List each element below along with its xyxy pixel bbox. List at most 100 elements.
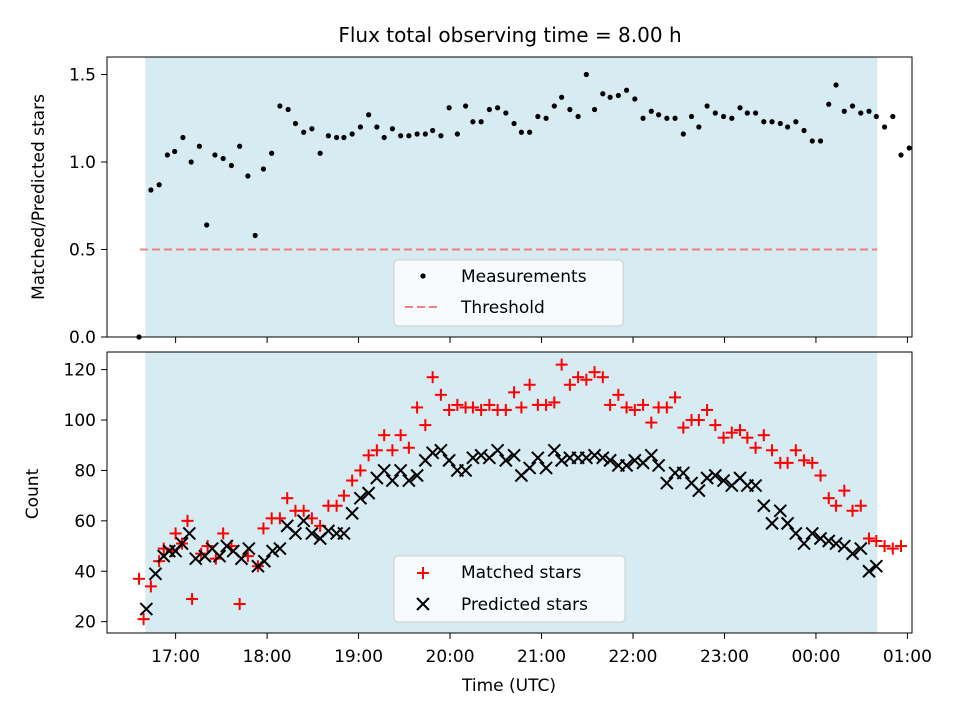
matched-star-point <box>523 378 536 391</box>
measurement-point <box>503 110 509 116</box>
x-tick-label: 00:00 <box>791 647 840 667</box>
measurement-point <box>478 119 484 125</box>
measurement-point <box>381 134 387 141</box>
measurement-point <box>454 131 460 137</box>
matched-star-point <box>789 444 802 457</box>
predicted-star-point <box>242 541 256 556</box>
measurement-point <box>292 120 299 127</box>
matched-star-point <box>830 499 843 512</box>
matched-star-point <box>555 358 568 371</box>
measurement-point <box>696 124 702 130</box>
matched-star-point <box>863 532 876 545</box>
matched-star-point <box>580 373 593 386</box>
predicted-star-point <box>353 491 368 505</box>
matched-star-point <box>362 449 375 462</box>
matched-star-point <box>451 398 464 411</box>
predicted-star-point <box>789 526 803 541</box>
ratio-legend-box <box>393 259 624 327</box>
measurement-point <box>172 148 178 155</box>
matched-star-point <box>515 401 528 414</box>
predicted-star-point <box>539 461 553 475</box>
measurement-point <box>180 134 186 141</box>
measurement-point <box>680 131 686 137</box>
predicted-star-point <box>321 524 336 538</box>
matched-star-point <box>628 403 641 416</box>
measurement-point <box>752 110 759 116</box>
y-tick-label: 0.0 <box>69 328 96 348</box>
predicted-star-point <box>522 461 537 475</box>
x-tick-label: 23:00 <box>700 647 749 667</box>
measurement-point <box>656 112 662 118</box>
matched-star-point <box>709 419 722 432</box>
matched-star-point <box>466 401 479 414</box>
measurement-point <box>809 138 815 144</box>
x-tick-label: 19:00 <box>334 647 383 667</box>
measurement-point <box>567 106 573 113</box>
measurement-point <box>648 108 654 114</box>
measurement-points <box>136 71 912 340</box>
matched-star-point <box>637 398 650 411</box>
counts-x-label: Time (UTC) <box>461 676 556 696</box>
matched-star-point <box>411 401 424 414</box>
matched-star-point <box>660 401 673 414</box>
measurement-point <box>164 152 170 158</box>
measurement-point <box>841 108 847 114</box>
predicted-star-point <box>692 483 706 498</box>
predicted-star-point <box>296 514 311 528</box>
measurement-point <box>430 127 436 134</box>
matched-star-point <box>563 378 576 391</box>
counts-axes-frame <box>106 351 913 634</box>
predicted-star-point <box>628 453 642 468</box>
predicted-star-point <box>182 526 197 541</box>
legend-measurements-marker <box>420 273 426 279</box>
matched-star-point <box>895 540 908 553</box>
matched-star-point <box>806 456 819 469</box>
predicted-star-point <box>547 443 562 457</box>
matched-star-point <box>846 504 859 517</box>
y-tick-label: 0.5 <box>69 241 96 261</box>
matched-star-point <box>483 398 496 411</box>
predicted-star-point <box>773 504 787 518</box>
x-tick-label: 22:00 <box>608 647 657 667</box>
measurement-point <box>849 103 856 109</box>
measurement-point <box>309 126 315 132</box>
measurement-point <box>559 94 565 100</box>
matched-star-point <box>133 572 146 585</box>
matched-star-point <box>386 444 399 457</box>
matched-star-point <box>233 598 246 611</box>
matched-star-point <box>499 403 512 416</box>
matched-star-point <box>781 456 794 469</box>
matched-star-point <box>370 444 383 457</box>
measurement-point <box>325 133 331 139</box>
predicted-star-point <box>765 516 779 531</box>
predicted-star-point <box>162 544 176 558</box>
measurement-point <box>366 112 372 118</box>
measurement-point <box>334 134 340 141</box>
legend-predicted-marker <box>416 597 430 611</box>
measurement-point <box>349 131 355 137</box>
ratio-y-ticks: 0.0 0.5 1.0 1.5 <box>69 66 107 348</box>
matched-star-point <box>337 489 350 502</box>
measurement-point <box>777 120 783 127</box>
measurement-point <box>720 113 727 120</box>
predicted-star-point <box>748 478 763 493</box>
predicted-star-point <box>434 443 448 457</box>
measurement-point <box>277 103 283 109</box>
matched-star-point <box>508 386 521 399</box>
y-tick-label: 100 <box>64 411 96 431</box>
measurement-point <box>446 105 452 111</box>
legend-matched-marker <box>417 567 429 579</box>
matched-star-point <box>604 398 617 411</box>
measurement-point <box>607 94 613 100</box>
measurement-point <box>495 105 501 111</box>
matched-star-point <box>741 431 754 444</box>
measurement-point <box>906 145 912 151</box>
predicted-star-point <box>148 567 163 581</box>
predicted-star-point <box>402 473 416 488</box>
predicted-star-point <box>708 468 723 483</box>
measurement-point <box>341 134 347 141</box>
counts-legend: Matched stars Predicted stars <box>393 555 626 623</box>
counts-x-ticks: 17:00 18:00 19:00 20:00 21:00 22:00 23:00 00:00… <box>151 633 932 667</box>
predicted-star-point <box>700 471 714 485</box>
